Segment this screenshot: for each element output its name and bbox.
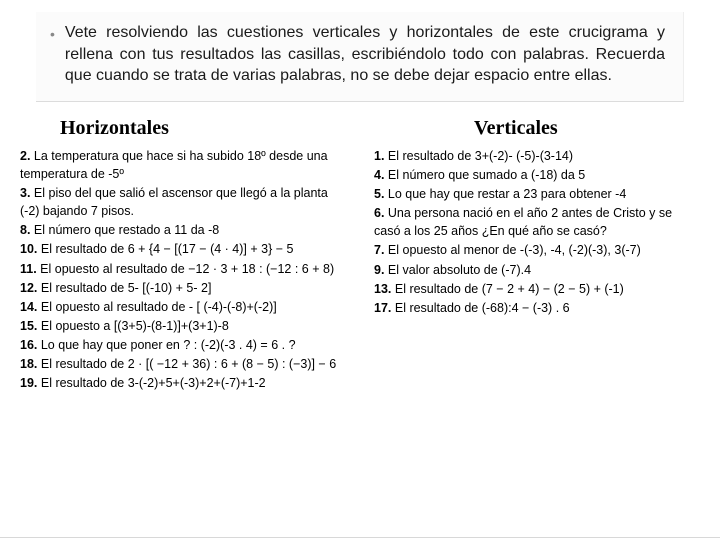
clue-number: 4. [374,168,388,182]
clue-text: Lo que hay que poner en ? : (-2)(-3 . 4)… [41,338,296,352]
clue-number: 3. [20,186,34,200]
clue-number: 16. [20,338,41,352]
clue-item: 3. El piso del que salió el ascensor que… [20,184,346,220]
clue-text: El opuesto al menor de -(-3), -4, (-2)(-… [388,243,641,257]
clue-item: 14. El opuesto al resultado de - [ (-4)-… [20,298,346,316]
clue-text: El número que restado a 11 da -8 [34,223,219,237]
clue-number: 6. [374,206,388,220]
clue-item: 4. El número que sumado a (-18) da 5 [374,166,700,184]
clue-number: 19. [20,376,41,390]
clue-text: El resultado de 2 · [( −12 + 36) : 6 + (… [41,357,336,371]
clue-text: El piso del que salió el ascensor que ll… [20,186,328,218]
clue-text: El resultado de 5- [(-10) + 5- 2] [41,281,212,295]
clue-item: 19. El resultado de 3-(-2)+5+(-3)+2+(-7)… [20,374,346,392]
clue-columns: Horizontales 2. La temperatura que hace … [0,110,720,394]
clue-text: El resultado de (-68):4 − (-3) . 6 [395,301,570,315]
instruction-box: • Vete resolviendo las cuestiones vertic… [36,12,684,102]
clue-item: 6. Una persona nació en el año 2 antes d… [374,204,700,240]
clue-item: 10. El resultado de 6 + {4 − [(17 − (4 ·… [20,240,346,258]
clue-text: El resultado de 6 + {4 − [(17 − (4 · 4)]… [41,242,294,256]
clue-number: 13. [374,282,395,296]
clue-item: 16. Lo que hay que poner en ? : (-2)(-3 … [20,336,346,354]
clue-text: El opuesto al resultado de - [ (-4)-(-8)… [41,300,277,314]
instruction-text: Vete resolviendo las cuestiones vertical… [65,22,665,87]
page: • Vete resolviendo las cuestiones vertic… [0,12,720,540]
clue-number: 17. [374,301,395,315]
clue-item: 7. El opuesto al menor de -(-3), -4, (-2… [374,241,700,259]
clue-text: El opuesto al resultado de −12 · 3 + 18 … [40,262,334,276]
clue-item: 11. El opuesto al resultado de −12 · 3 +… [20,260,346,278]
verticales-list: 1. El resultado de 3+(-2)- (-5)-(3-14)4.… [374,147,700,317]
clue-item: 8. El número que restado a 11 da -8 [20,221,346,239]
footer-divider [0,537,720,538]
verticales-title: Verticales [374,114,700,143]
clue-number: 18. [20,357,41,371]
clue-item: 1. El resultado de 3+(-2)- (-5)-(3-14) [374,147,700,165]
horizontales-list: 2. La temperatura que hace si ha subido … [20,147,346,393]
clue-item: 2. La temperatura que hace si ha subido … [20,147,346,183]
column-horizontales: Horizontales 2. La temperatura que hace … [20,114,346,394]
horizontales-title: Horizontales [20,114,346,143]
column-verticales: Verticales 1. El resultado de 3+(-2)- (-… [374,114,700,394]
clue-number: 12. [20,281,41,295]
clue-text: El resultado de (7 − 2 + 4) − (2 − 5) + … [395,282,624,296]
clue-item: 12. El resultado de 5- [(-10) + 5- 2] [20,279,346,297]
clue-number: 5. [374,187,388,201]
clue-text: Una persona nació en el año 2 antes de C… [374,206,672,238]
clue-number: 2. [20,149,34,163]
clue-number: 10. [20,242,41,256]
clue-item: 18. El resultado de 2 · [( −12 + 36) : 6… [20,355,346,373]
instruction-bullet: • Vete resolviendo las cuestiones vertic… [44,22,665,87]
clue-item: 9. El valor absoluto de (-7).4 [374,261,700,279]
clue-text: El valor absoluto de (-7).4 [388,263,531,277]
clue-item: 15. El opuesto a [(3+5)-(8-1)]+(3+1)-8 [20,317,346,335]
clue-text: El número que sumado a (-18) da 5 [388,168,585,182]
clue-item: 17. El resultado de (-68):4 − (-3) . 6 [374,299,700,317]
clue-number: 11. [20,262,40,276]
clue-number: 1. [374,149,388,163]
clue-text: El opuesto a [(3+5)-(8-1)]+(3+1)-8 [41,319,229,333]
clue-item: 13. El resultado de (7 − 2 + 4) − (2 − 5… [374,280,700,298]
clue-number: 9. [374,263,388,277]
clue-text: Lo que hay que restar a 23 para obtener … [388,187,626,201]
bullet-dot-icon: • [44,22,65,87]
clue-item: 5. Lo que hay que restar a 23 para obten… [374,185,700,203]
clue-number: 14. [20,300,41,314]
clue-text: El resultado de 3+(-2)- (-5)-(3-14) [388,149,573,163]
clue-text: La temperatura que hace si ha subido 18º… [20,149,328,181]
clue-number: 7. [374,243,388,257]
clue-text: El resultado de 3-(-2)+5+(-3)+2+(-7)+1-2 [41,376,266,390]
clue-number: 15. [20,319,41,333]
clue-number: 8. [20,223,34,237]
